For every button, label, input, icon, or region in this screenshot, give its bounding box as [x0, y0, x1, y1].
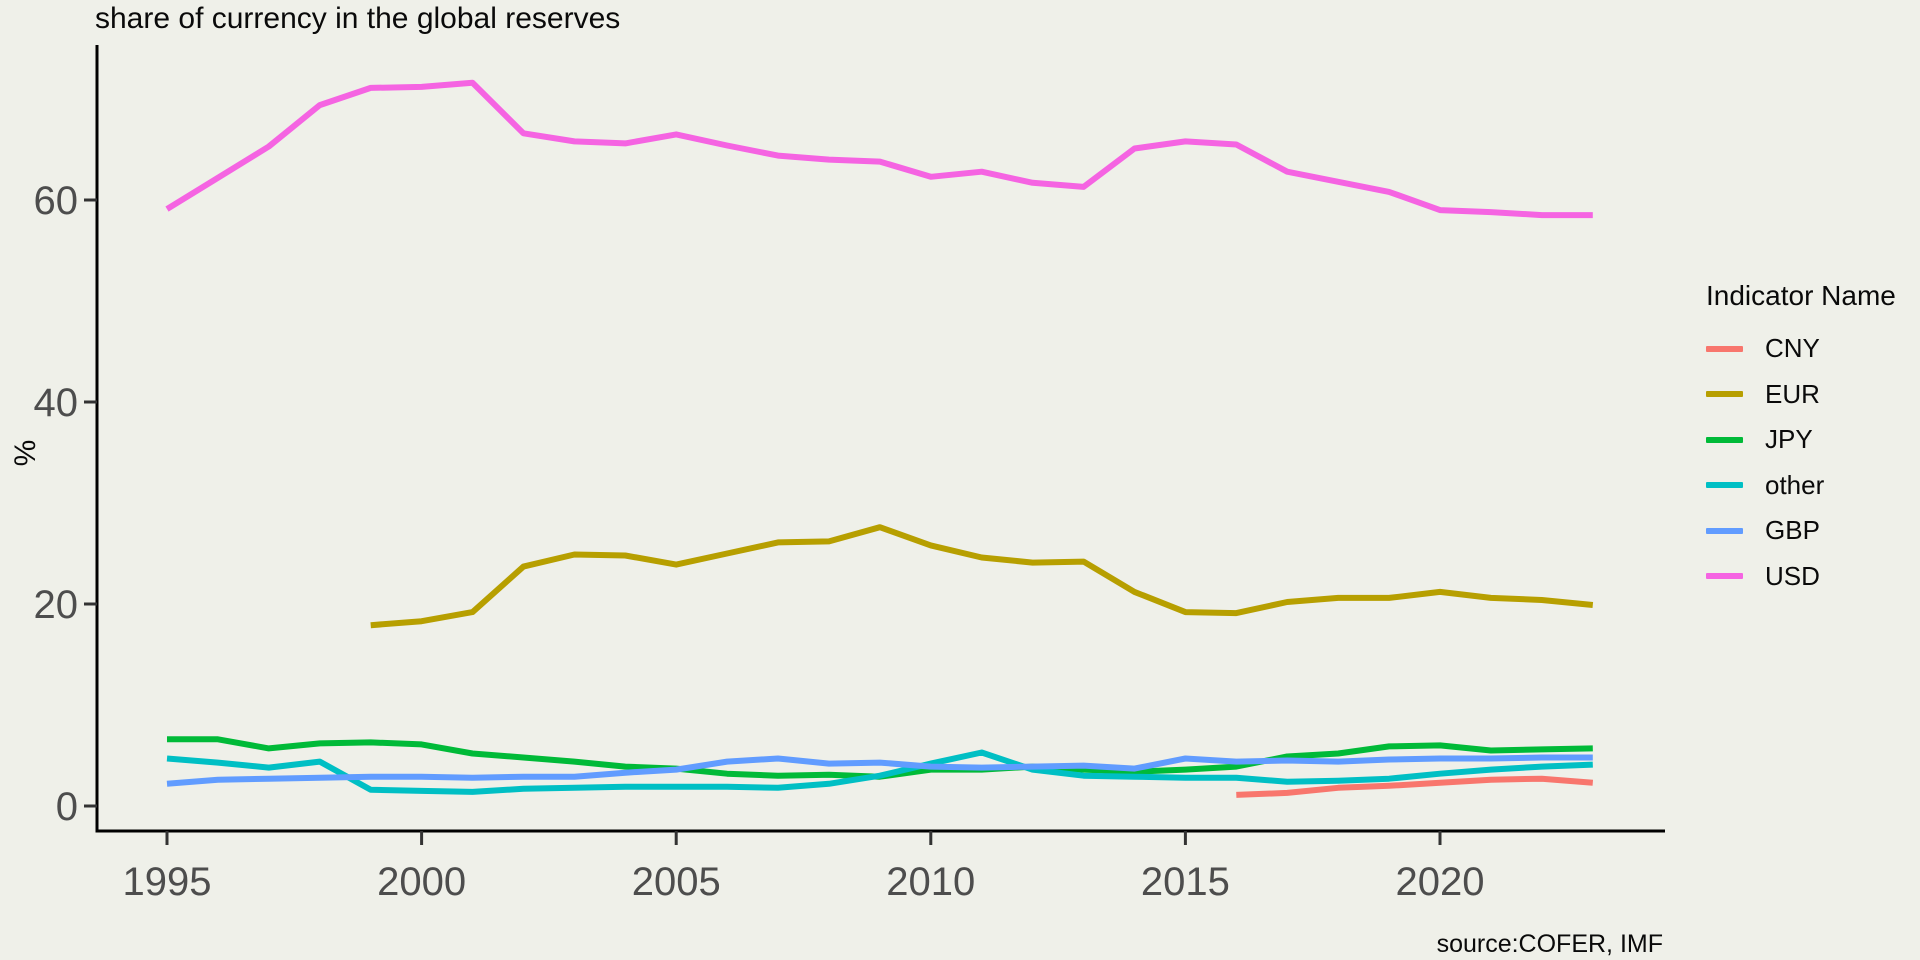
legend-item-gbp: GBP — [1706, 508, 1916, 554]
legend-swatch-usd — [1706, 573, 1743, 580]
y-axis-title: % — [9, 439, 42, 467]
legend-title: Indicator Name — [1706, 280, 1896, 311]
legend-item-usd: USD — [1706, 554, 1916, 600]
legend-swatch-other — [1706, 482, 1743, 489]
legend-item-cny: CNY — [1706, 326, 1916, 372]
legend-item-jpy: JPY — [1706, 417, 1916, 463]
x-tick-label: 1995 — [123, 860, 212, 904]
legend-label: JPY — [1765, 424, 1813, 455]
series-line-GBP — [166, 754, 1593, 787]
x-tick-label: 2015 — [1141, 860, 1230, 904]
legend: Indicator Name CNY EUR JPY other GBP USD — [1706, 280, 1916, 599]
legend-swatch-eur — [1706, 391, 1743, 398]
source-caption: source:COFER, IMF — [1436, 930, 1663, 958]
y-tick-label: 0 — [56, 785, 78, 829]
legend-items: CNY EUR JPY other GBP USD — [1706, 326, 1916, 599]
y-tick-label: 20 — [34, 583, 79, 627]
legend-item-other: other — [1706, 463, 1916, 509]
legend-swatch-jpy — [1706, 436, 1743, 443]
legend-swatch-gbp — [1706, 527, 1743, 534]
legend-swatch-cny — [1706, 345, 1743, 352]
x-tick-label: 2005 — [632, 860, 721, 904]
series-line-USD — [165, 79, 1593, 219]
legend-label: USD — [1765, 560, 1820, 591]
x-tick-label: 2000 — [377, 860, 466, 904]
chart-title: share of currency in the global reserves — [95, 2, 621, 35]
legend-label: other — [1765, 469, 1825, 500]
x-tick-label: 2010 — [886, 860, 975, 904]
y-tick-label: 40 — [34, 381, 79, 425]
x-tick-label: 2020 — [1396, 860, 1485, 904]
legend-label: EUR — [1765, 378, 1820, 409]
legend-label: GBP — [1765, 515, 1820, 546]
legend-label: CNY — [1765, 333, 1820, 364]
series-line-EUR — [370, 524, 1594, 629]
series-line-CNY — [1236, 775, 1594, 798]
y-tick-label: 60 — [34, 179, 79, 223]
series-line-other — [166, 749, 1593, 795]
legend-item-eur: EUR — [1706, 372, 1916, 418]
